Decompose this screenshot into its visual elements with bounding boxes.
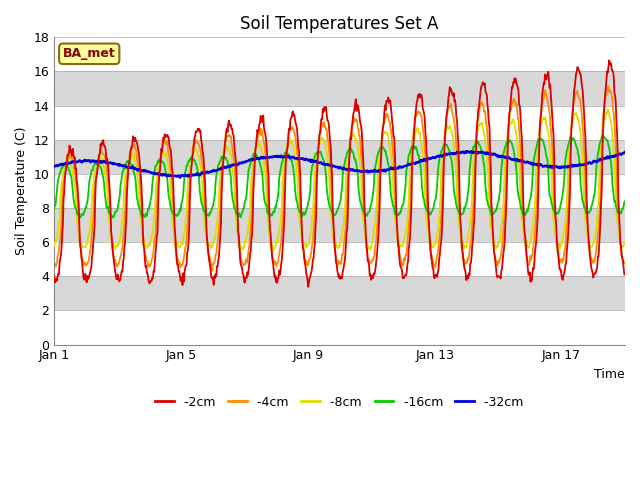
Text: BA_met: BA_met: [63, 48, 116, 60]
Bar: [54, 72, 625, 106]
Bar: [54, 208, 625, 242]
Title: Soil Temperatures Set A: Soil Temperatures Set A: [241, 15, 439, 33]
Y-axis label: Soil Temperature (C): Soil Temperature (C): [15, 127, 28, 255]
Bar: [54, 276, 625, 311]
Legend:  -2cm,  -4cm,  -8cm,  -16cm,  -32cm: -2cm, -4cm, -8cm, -16cm, -32cm: [150, 391, 529, 414]
X-axis label: Time: Time: [595, 368, 625, 381]
Bar: [54, 140, 625, 174]
